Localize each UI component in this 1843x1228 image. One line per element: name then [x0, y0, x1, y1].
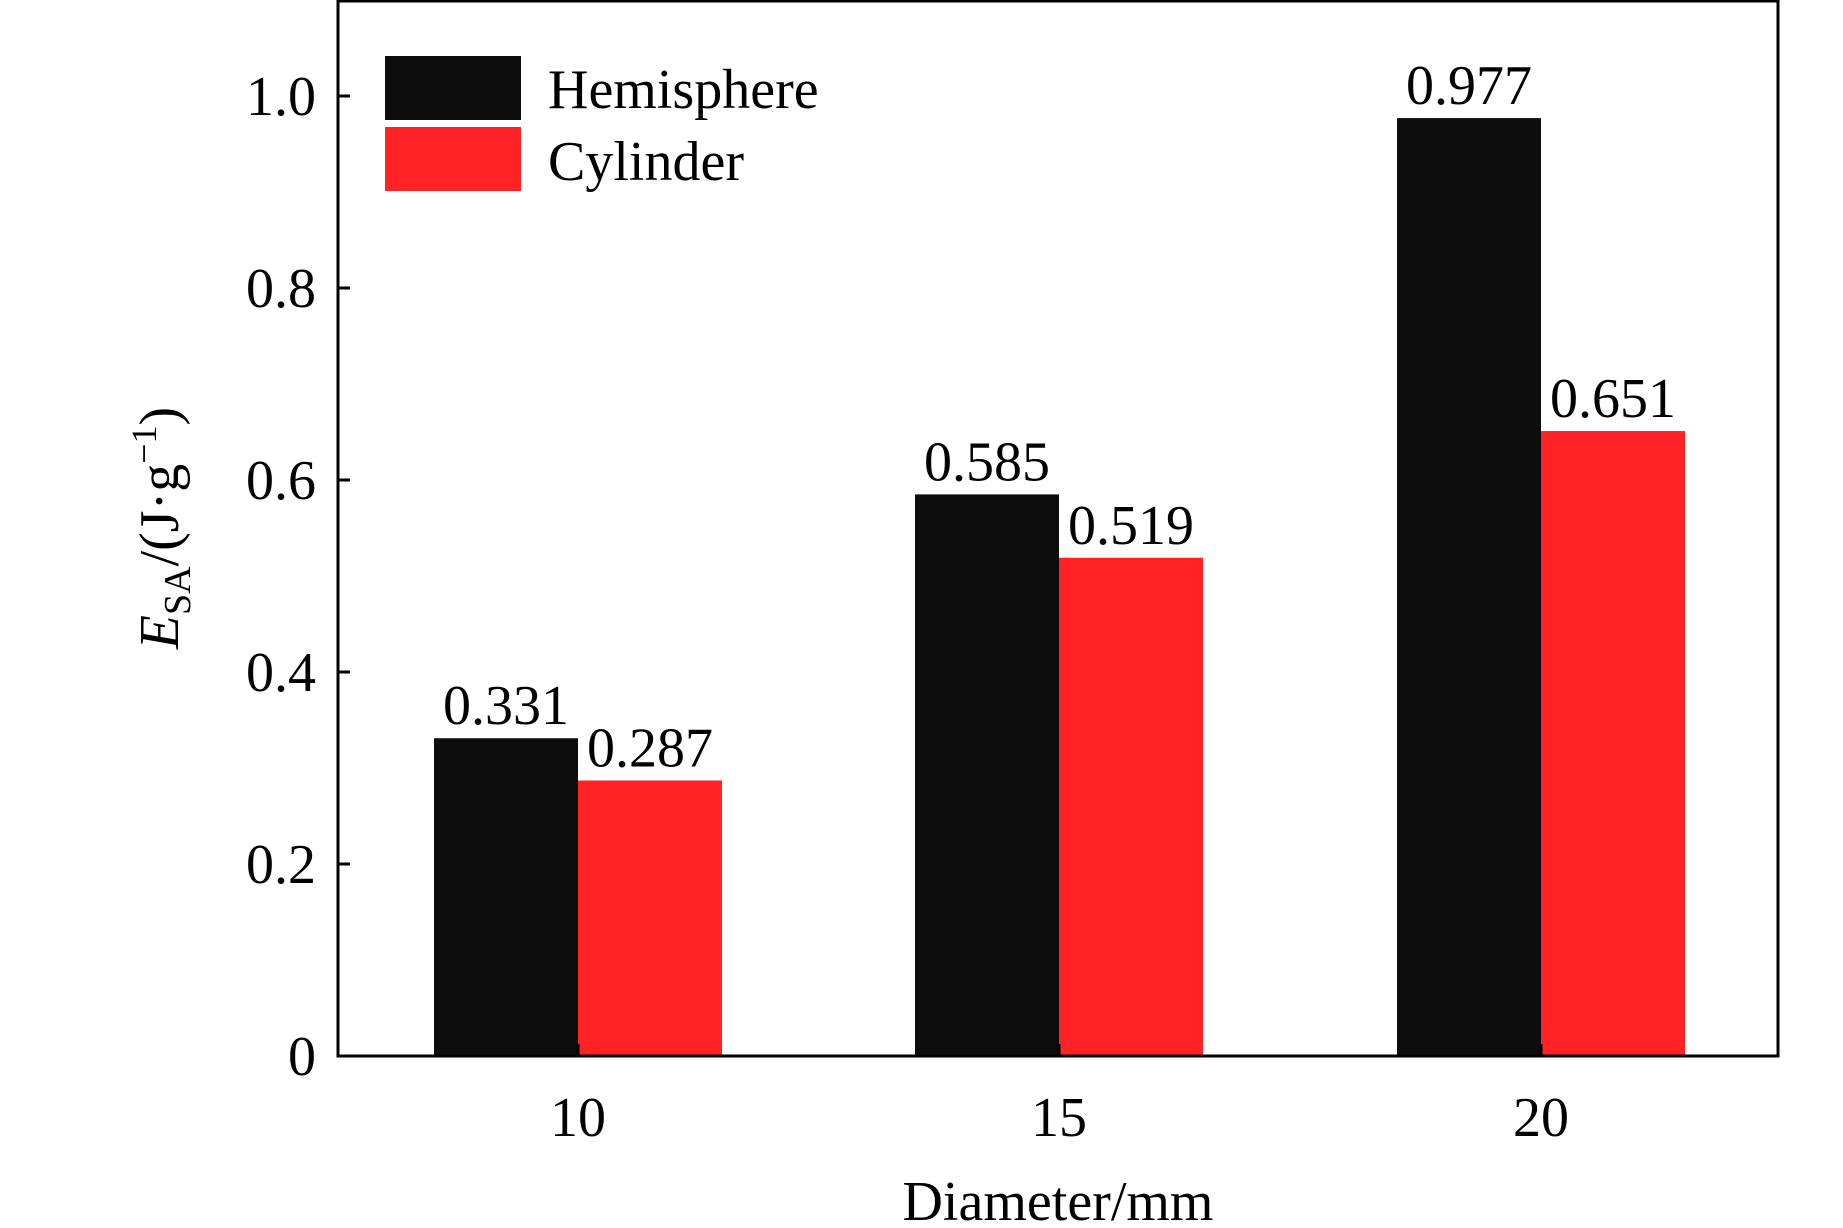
data-label-cylinder-15: 0.519: [1068, 495, 1194, 557]
y-axis-title: ESA/(J·g−1): [124, 407, 199, 650]
y-axis-title-main: E: [129, 615, 191, 650]
y-tick-label: 0.6: [246, 450, 316, 512]
y-tick-label: 0: [288, 1026, 316, 1088]
y-tick-label: 0.8: [246, 258, 316, 320]
x-axis-ticks: 10 15 20: [550, 1044, 1569, 1149]
y-tick-label: 0.4: [246, 642, 316, 704]
x-tick-label: 15: [1031, 1087, 1087, 1149]
bars-group: [434, 118, 1685, 1056]
legend: Hemisphere Cylinder: [385, 56, 819, 193]
legend-label-hemisphere: Hemisphere: [548, 59, 819, 121]
y-axis-title-sub: SA: [157, 566, 199, 615]
y-tick-label: 0.2: [246, 834, 316, 896]
y-axis-title-mid: /(J·g: [129, 464, 191, 567]
x-tick-label: 20: [1513, 1087, 1569, 1149]
legend-label-cylinder: Cylinder: [548, 131, 744, 193]
bar-cylinder-15: [1059, 557, 1203, 1056]
x-tick-label: 10: [550, 1087, 606, 1149]
data-label-hemisphere-10: 0.331: [443, 675, 569, 737]
bar-hemisphere-20: [1397, 118, 1541, 1056]
y-axis-ticks: 0 0.2 0.4 0.6 0.8 1.0: [246, 66, 350, 1088]
data-label-hemisphere-15: 0.585: [924, 431, 1050, 493]
bar-cylinder-10: [578, 780, 722, 1056]
data-label-hemisphere-20: 0.977: [1406, 55, 1532, 117]
y-tick-label: 1.0: [246, 66, 316, 128]
x-axis-title: Diameter/mm: [902, 1171, 1213, 1228]
y-axis-title-end: ): [129, 407, 191, 426]
bar-cylinder-20: [1541, 431, 1685, 1056]
bar-hemisphere-15: [915, 494, 1059, 1056]
data-label-cylinder-20: 0.651: [1550, 368, 1676, 430]
legend-swatch-cylinder: [385, 127, 521, 191]
data-label-cylinder-10: 0.287: [587, 717, 713, 779]
bar-hemisphere-10: [434, 738, 578, 1056]
y-axis-title-sup: −1: [124, 425, 164, 463]
data-labels-group: 0.331 0.585 0.977 0.287 0.519 0.651: [443, 55, 1676, 779]
legend-swatch-hemisphere: [385, 56, 521, 120]
